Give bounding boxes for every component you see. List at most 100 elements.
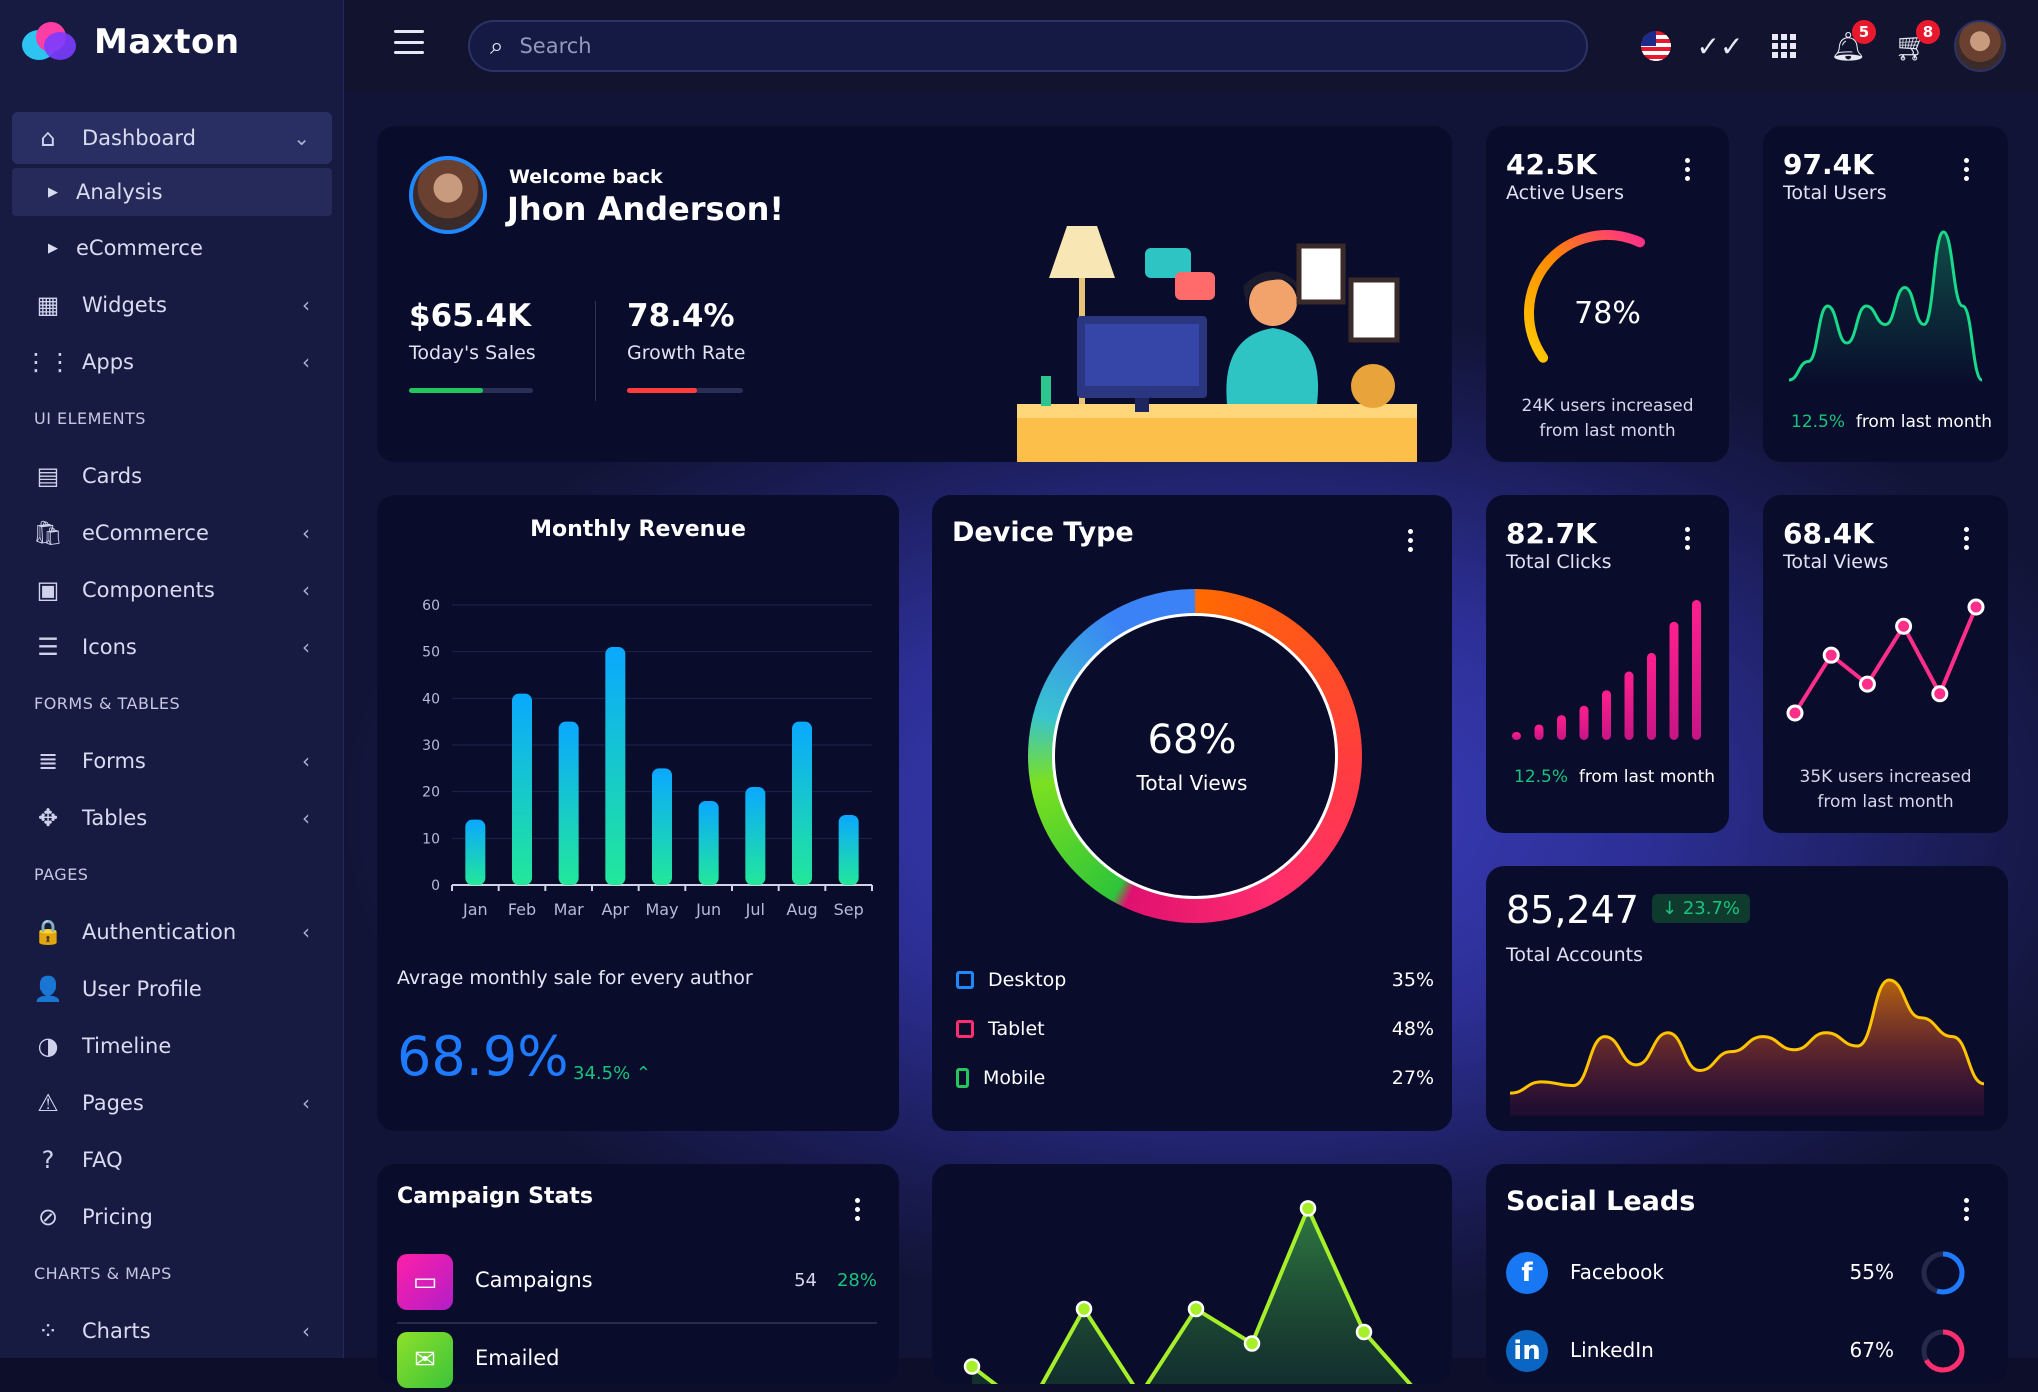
chevron-left-icon: ‹ xyxy=(302,292,310,317)
sidebar-item-widgets[interactable]: ▦ Widgets ‹ xyxy=(12,276,332,333)
section-header-ui-elements: UI ELEMENTS xyxy=(12,390,332,447)
bar-aug[interactable] xyxy=(792,721,812,885)
more-options-icon[interactable] xyxy=(1683,527,1691,550)
device-center-value: 68% xyxy=(1147,717,1237,763)
more-options-icon[interactable] xyxy=(1962,527,1970,550)
total-users-change-text: from last month xyxy=(1855,412,1993,432)
sparkline-area xyxy=(1789,232,1982,386)
bar-sep[interactable] xyxy=(838,815,859,885)
more-options-icon[interactable] xyxy=(1962,1198,1970,1221)
chevron-left-icon: ‹ xyxy=(302,577,310,602)
section-header-label: PAGES xyxy=(34,865,89,884)
sidebar-item-label: Icons xyxy=(82,634,137,659)
section-header-label: FORMS & TABLES xyxy=(34,694,181,713)
section-header-label: UI ELEMENTS xyxy=(34,409,146,428)
bar-mar[interactable] xyxy=(558,721,579,885)
welcome-stat: 78.4% Growth Rate xyxy=(627,298,745,393)
more-options-icon[interactable] xyxy=(1406,529,1414,552)
device-center-label: Total Views xyxy=(1136,771,1248,795)
monthly-revenue-caption: Avrage monthly sale for every author xyxy=(397,967,753,989)
notification-badge: 5 xyxy=(1852,20,1876,44)
campaign-stats-card: Campaign Stats ▭ Campaigns 54 28% ✉ Emai… xyxy=(377,1164,899,1388)
icons-icon: ☰ xyxy=(37,632,59,661)
menu-toggle-icon[interactable] xyxy=(394,30,424,54)
user-avatar[interactable] xyxy=(1954,20,2006,72)
sidebar-item-user-profile[interactable]: 👤 User Profile xyxy=(12,960,332,1017)
sidebar-subitem-analysis[interactable]: ▶ Analysis xyxy=(12,168,332,216)
sidebar-item-pricing[interactable]: ⊘ Pricing xyxy=(12,1188,332,1245)
total-accounts-label: Total Accounts xyxy=(1506,944,1644,966)
bar-may[interactable] xyxy=(652,768,672,885)
sidebar-item-ecommerce[interactable]: 🛍 eCommerce ‹ xyxy=(12,504,332,561)
sidebar-item-label: Analysis xyxy=(76,180,163,204)
click-bar xyxy=(1579,705,1589,740)
sidebar-item-faq[interactable]: ? FAQ xyxy=(12,1131,332,1188)
campaign-row[interactable]: ✉ Emailed xyxy=(397,1332,877,1392)
social-lead-row[interactable]: f Facebook 55% xyxy=(1506,1246,1986,1298)
cart-icon[interactable]: 🛒︎ 8 xyxy=(1892,20,1940,66)
sidebar-item-label: Charts xyxy=(82,1318,151,1343)
welcome-stat-progress xyxy=(409,388,533,393)
sidebar-item-tables[interactable]: ✥ Tables ‹ xyxy=(12,789,332,846)
campaign-percent: 28% xyxy=(836,1270,877,1291)
active-users-label: Active Users xyxy=(1506,182,1625,204)
sidebar-item-dashboard[interactable]: ⌂ Dashboard ⌄ xyxy=(12,112,332,164)
click-bar xyxy=(1602,690,1611,740)
total-accounts-card: 85,247 ↓ 23.7% Total Accounts xyxy=(1486,866,2008,1131)
bar-apr[interactable] xyxy=(605,647,626,885)
double-check-icon[interactable]: ✓✓ xyxy=(1696,29,1744,63)
sidebar-item-label: Dashboard xyxy=(82,126,196,150)
sidebar-item-cards[interactable]: ▤ Cards xyxy=(12,447,332,504)
bar-jan[interactable] xyxy=(465,819,486,885)
search-icon: ⌕ xyxy=(490,32,504,60)
more-options-icon[interactable] xyxy=(1962,158,1970,181)
social-lead-row[interactable]: in LinkedIn 67% xyxy=(1506,1324,1986,1376)
active-users-gauge xyxy=(1524,230,1645,363)
sidebar-item-label: FAQ xyxy=(82,1147,123,1172)
sidebar-subitem-ecommerce[interactable]: ▶ eCommerce xyxy=(12,220,332,276)
sidebar-item-icons[interactable]: ☰ Icons ‹ xyxy=(12,618,332,675)
notifications-bell-icon[interactable]: 🔔︎ 5 xyxy=(1828,20,1876,66)
brand-logo[interactable]: Maxton xyxy=(22,22,240,62)
more-options-icon[interactable] xyxy=(853,1198,861,1221)
bar-feb[interactable] xyxy=(512,693,532,885)
sidebar-item-label: Authentication xyxy=(82,919,237,944)
social-value: 67% xyxy=(1849,1338,1894,1362)
campaign-row[interactable]: ▭ Campaigns 54 28% xyxy=(397,1254,877,1314)
traffic-point xyxy=(963,1358,981,1375)
sidebar-item-forms[interactable]: ≣ Forms ‹ xyxy=(12,732,332,789)
sidebar-item-timeline[interactable]: ◑ Timeline xyxy=(12,1017,332,1074)
total-accounts-change-badge: ↓ 23.7% xyxy=(1652,894,1751,923)
chevron-down-icon: ⌄ xyxy=(293,126,310,150)
more-options-icon[interactable] xyxy=(1683,158,1691,181)
section-header-forms-tables: FORMS & TABLES xyxy=(12,675,332,732)
x-tick-label: Feb xyxy=(508,900,536,919)
search-input[interactable]: ⌕ Search xyxy=(468,20,1588,72)
total-clicks-change: 12.5% xyxy=(1514,767,1569,787)
caret-right-icon: ▶ xyxy=(48,184,58,200)
sidebar-item-apps[interactable]: ⋮⋮ Apps ‹ xyxy=(12,333,332,390)
language-flag-icon[interactable] xyxy=(1636,26,1676,66)
sidebar-item-components[interactable]: ▣ Components ‹ xyxy=(12,561,332,618)
help-icon: ? xyxy=(41,1145,55,1174)
arrow-down-icon: ↓ xyxy=(1662,898,1678,919)
x-tick-label: Mar xyxy=(554,900,585,919)
welcome-stat-label: Growth Rate xyxy=(627,342,746,364)
click-bar xyxy=(1534,724,1544,740)
tablet-icon xyxy=(956,1019,974,1038)
sidebar-item-authentication[interactable]: 🔒 Authentication ‹ xyxy=(12,903,332,960)
cards-icon: ▤ xyxy=(36,461,60,490)
click-bar xyxy=(1624,671,1634,740)
bar-jul[interactable] xyxy=(745,787,766,885)
bar-jun[interactable] xyxy=(698,801,719,885)
y-tick-label: 20 xyxy=(422,785,440,801)
sidebar-item-charts[interactable]: ⁘ Charts ‹ xyxy=(12,1302,332,1359)
sidebar-item-pages[interactable]: ⚠ Pages ‹ xyxy=(12,1074,332,1131)
timeline-icon: ◑ xyxy=(37,1031,59,1060)
total-clicks-chart xyxy=(1512,600,1701,740)
apps-grid-icon[interactable] xyxy=(1764,26,1804,66)
warning-icon: ⚠ xyxy=(37,1088,59,1117)
section-header-pages: PAGES xyxy=(12,846,332,903)
welcome-avatar xyxy=(409,156,487,234)
facebook-icon: f xyxy=(1506,1252,1548,1294)
